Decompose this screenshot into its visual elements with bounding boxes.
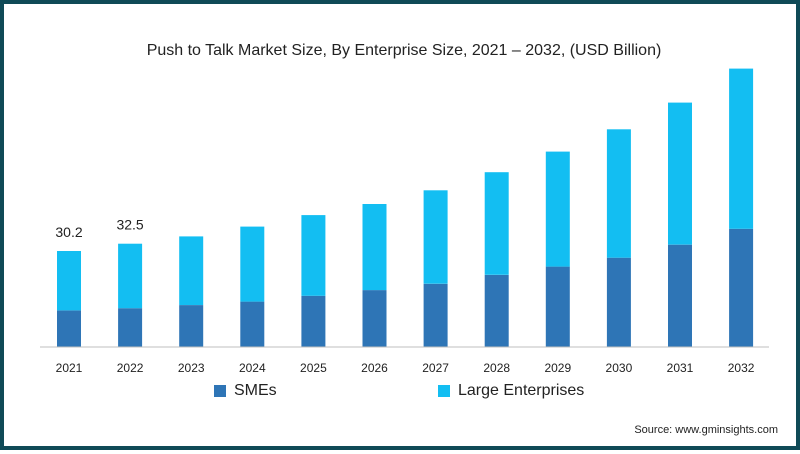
bar-smes-2026 [362,290,387,347]
legend-swatch-large-enterprises [438,385,450,397]
bar-large-enterprises-2030 [606,129,631,258]
legend: SMEs Large Enterprises [4,382,800,406]
data-label-2022: 32.5 [116,217,143,233]
source-note: Source: www.gminsights.com [634,424,778,436]
x-tick-label-2030: 2030 [606,361,633,375]
bar-smes-2031 [668,244,692,347]
x-tick-label-2026: 2026 [361,361,388,375]
x-tick-label-2021: 2021 [56,361,83,375]
bar-smes-2024 [240,301,265,347]
bar-smes-2027 [423,283,448,347]
x-tick-labels-group: 2021 2022 2023 2024 2025 2026 2027 2028 2029 2030… [56,361,755,375]
legend-item-large-enterprises: Large Enterprises [438,382,584,400]
bar-smes-2029 [545,266,570,347]
x-tick-label-2024: 2024 [239,361,266,375]
bars-group [57,68,754,347]
legend-label-smes: SMEs [234,382,277,399]
x-tick-label-2027: 2027 [422,361,449,375]
bar-smes-2022 [118,308,143,347]
bar-large-enterprises-2028 [484,172,509,275]
chart-title: Push to Talk Market Size, By Enterprise … [146,42,662,59]
bar-large-enterprises-2031 [668,102,692,245]
bar-large-enterprises-2029 [545,151,570,267]
x-tick-label-2023: 2023 [178,361,205,375]
x-tick-label-2031: 2031 [667,361,694,375]
bar-large-enterprises-2021 [57,251,81,311]
bar-smes-2032 [729,228,754,347]
data-label-2021: 30.2 [55,224,82,240]
bar-large-enterprises-2023 [179,236,204,305]
bar-smes-2021 [57,310,81,347]
bar-chart: 2021 2022 2023 2024 2025 2026 2027 2028 2029 2030… [40,68,769,375]
bar-large-enterprises-2027 [423,190,448,284]
data-labels-group: 30.2 32.5 [55,217,144,240]
bar-large-enterprises-2024 [240,226,265,302]
bar-large-enterprises-2025 [301,215,326,296]
bar-smes-2030 [606,257,631,347]
x-tick-label-2029: 2029 [544,361,571,375]
x-tick-label-2028: 2028 [483,361,510,375]
x-tick-label-2022: 2022 [117,361,144,375]
legend-label-large-enterprises: Large Enterprises [458,382,585,399]
bar-large-enterprises-2022 [118,243,143,309]
bar-smes-2028 [484,274,509,347]
bar-large-enterprises-2026 [362,204,387,291]
bar-smes-2025 [301,295,326,347]
legend-item-smes: SMEs [214,382,277,400]
bar-smes-2023 [179,305,204,347]
x-tick-label-2025: 2025 [300,361,327,375]
x-tick-label-2032: 2032 [728,361,755,375]
bar-large-enterprises-2032 [729,68,754,229]
legend-swatch-smes [214,385,226,397]
